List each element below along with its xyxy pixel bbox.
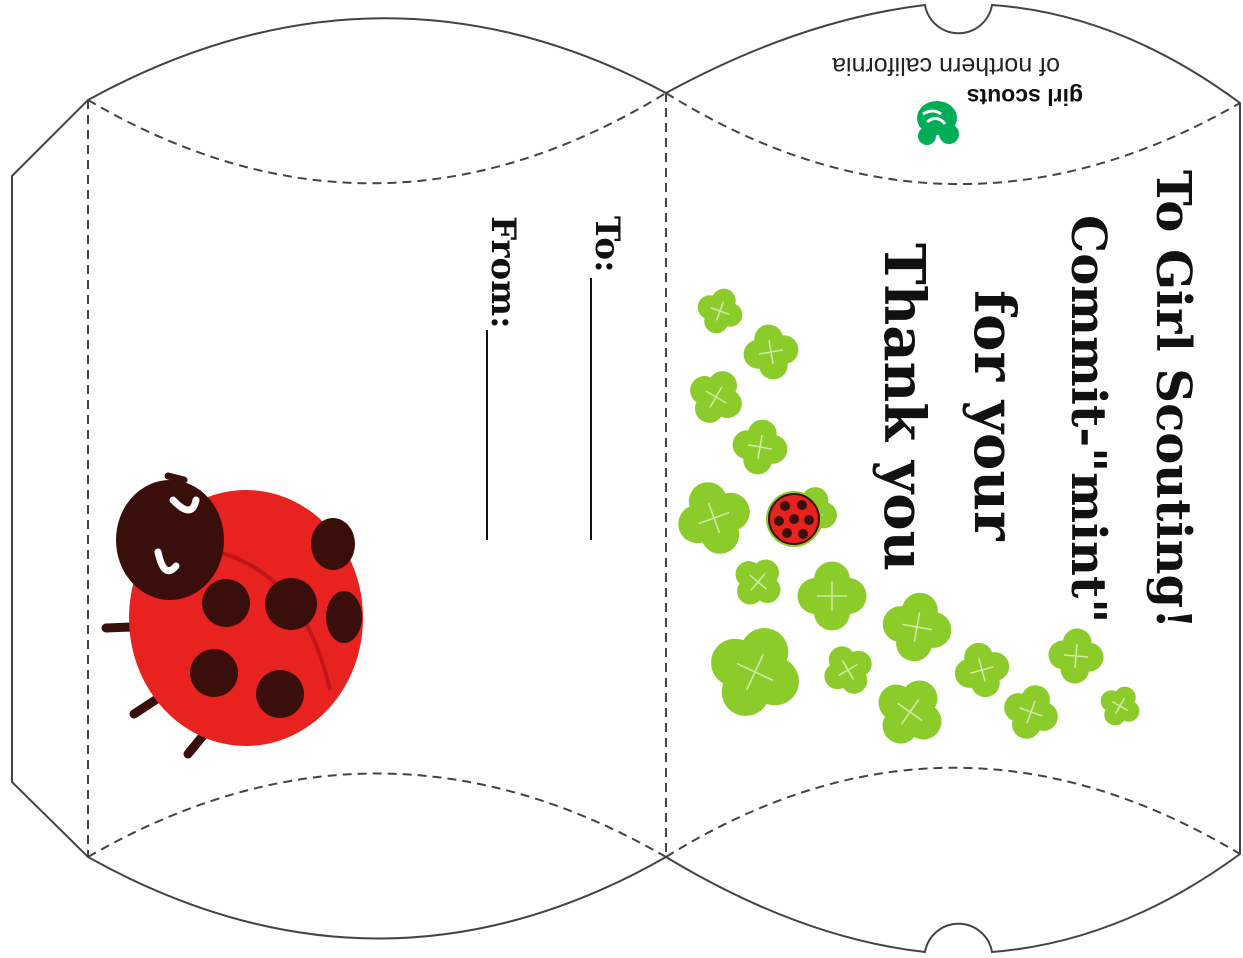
clover-icon — [824, 646, 872, 694]
clover-icon — [732, 419, 788, 475]
clover-icon — [878, 680, 942, 744]
fold-top-left-arc — [87, 92, 667, 185]
clover-icon — [1100, 686, 1140, 726]
ladybug-illustration — [101, 472, 363, 759]
clover-icon — [882, 592, 952, 662]
headline-line-4: To Girl Scouting! — [1145, 170, 1201, 630]
clover-icon — [1048, 628, 1104, 684]
to-label: To: — [587, 216, 627, 273]
small-ladybug-icon — [766, 491, 822, 547]
clover-icon — [711, 628, 799, 716]
headline-line-2: for your — [961, 290, 1027, 541]
clover-icon — [678, 482, 750, 554]
girl-scouts-trefoil-logo — [917, 101, 959, 145]
clover-icon — [797, 561, 867, 631]
brand-name: girl scouts — [966, 84, 1083, 110]
clover-cluster — [678, 288, 1140, 744]
fold-bottom-right-arc — [665, 766, 1241, 858]
clover-icon — [690, 371, 742, 423]
from-label: From: — [483, 216, 523, 329]
fold-top-right-arc — [665, 92, 1241, 185]
fold-bottom-left-arc — [87, 772, 667, 858]
clover-icon — [1004, 685, 1058, 739]
clover-icon — [697, 288, 743, 334]
brand-sub: of northern california — [832, 52, 1060, 80]
clover-icon — [743, 324, 799, 380]
clover-icon — [735, 559, 781, 605]
clover-icon — [954, 642, 1010, 698]
headline-line-3: Commit-"mint" — [1060, 215, 1116, 624]
headline-line-1: Thank you — [871, 243, 937, 572]
cut-line — [11, 3, 1241, 954]
fold-lines — [87, 92, 1241, 858]
